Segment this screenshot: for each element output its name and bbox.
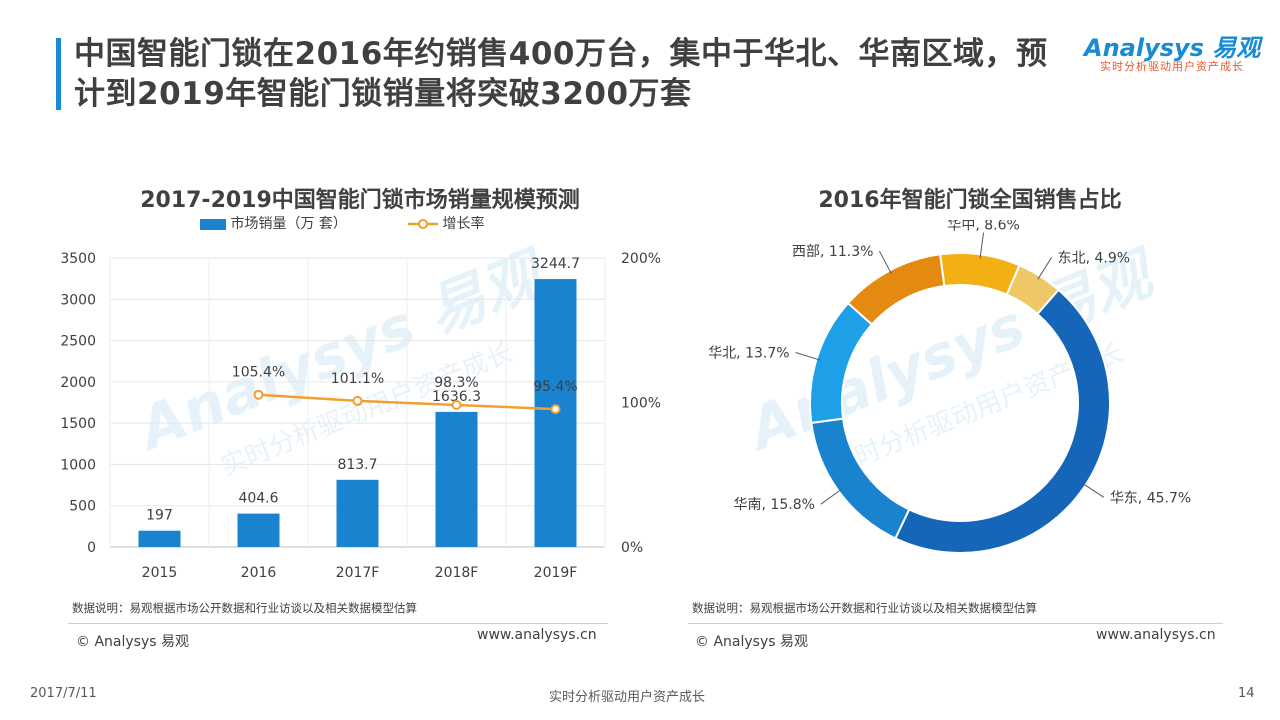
donut-leader-line xyxy=(1081,482,1105,498)
growth-value-label: 101.1% xyxy=(331,371,384,387)
donut-leader-line xyxy=(795,352,821,361)
footer-page-number: 14 xyxy=(1238,686,1255,701)
donut-leader-line xyxy=(1037,257,1053,280)
bar-chart: 0 500 1000 1500 2000 2500 3000 3500 0% 100% 200% 19… xyxy=(60,251,660,581)
growth-line xyxy=(258,393,556,411)
bar-value-label: 1636.3 xyxy=(432,389,481,405)
y-left-tick-label: 500 xyxy=(69,499,96,515)
left-data-note: 数据说明：易观根据市场公开数据和行业访谈以及相关数据模型估算 xyxy=(72,601,417,615)
y-right-tick-label: 100% xyxy=(621,396,660,412)
page-title: 中国智能门锁在2016年约销售400万台，集中于华北、华南区域，预计到2019年… xyxy=(74,36,1048,112)
legend-line-item: 增长率 xyxy=(408,213,484,233)
y-left-tick-label: 0 xyxy=(87,540,96,556)
y-right-tick-label: 200% xyxy=(621,251,660,267)
growth-point xyxy=(253,389,264,400)
bar xyxy=(336,479,379,547)
y-left-tick-label: 2000 xyxy=(60,375,96,391)
right-copyright: © Analysys 易观 xyxy=(695,634,808,650)
footer-slogan: 实时分析驱动用户资产成长 xyxy=(549,690,706,705)
y-right-tick-label: 0% xyxy=(621,540,643,556)
y-left-tick-label: 1000 xyxy=(60,457,96,473)
x-tick-label: 2018F xyxy=(435,565,479,581)
bar-value-label: 197 xyxy=(146,508,173,524)
right-data-note: 数据说明：易观根据市场公开数据和行业访谈以及相关数据模型估算 xyxy=(692,601,1037,615)
donut-slice-label: 华东, 45.7% xyxy=(1110,490,1191,506)
x-tick-label: 2017F xyxy=(336,565,380,581)
donut-leader-line xyxy=(878,250,893,275)
y-left-tick-label: 3500 xyxy=(60,251,96,267)
bar-value-label: 3244.7 xyxy=(531,256,580,272)
x-tick-label: 2016 xyxy=(241,565,277,581)
legend-bar-item: 市场销量（万 套） xyxy=(200,213,347,233)
growth-value-label: 105.4% xyxy=(232,365,285,381)
growth-value-label: 95.4% xyxy=(533,379,577,395)
donut-slice-label: 华中, 8.6% xyxy=(947,220,1019,234)
donut-slice xyxy=(846,253,946,326)
legend-line-label: 增长率 xyxy=(442,216,485,232)
y-left-tick-label: 3000 xyxy=(60,292,96,308)
right-url: www.analysys.cn xyxy=(1096,627,1216,643)
donut-slice xyxy=(809,301,874,424)
growth-point xyxy=(550,404,561,415)
donut-slice-label: 华南, 15.8% xyxy=(734,497,815,513)
donut-slice-label: 华北, 13.7% xyxy=(708,346,789,362)
logo-text: Analysys 易观 xyxy=(1084,34,1261,62)
left-copyright: © Analysys 易观 xyxy=(76,634,189,650)
growth-value-label: 98.3% xyxy=(434,375,478,391)
x-tick-label: 2015 xyxy=(142,565,178,581)
donut-slice xyxy=(1005,263,1060,316)
legend-bar-swatch xyxy=(200,218,226,230)
right-divider xyxy=(688,623,1223,624)
donut-slice xyxy=(939,252,1021,296)
bar-value-label: 404.6 xyxy=(238,491,278,507)
donut-chart-title: 2016年智能门锁全国销售占比 xyxy=(818,188,1122,213)
title-accent-bar xyxy=(56,38,61,110)
donut-chart: 华东, 45.7% 华南, 15.8% 华北, 13.7% 西部, 11.3% 华中, … xyxy=(708,220,1191,554)
logo-tagline: 实时分析驱动用户资产成长 xyxy=(1100,60,1244,73)
footer-date: 2017/7/11 xyxy=(30,686,97,701)
donut-slice xyxy=(810,417,911,540)
x-tick-label: 2019F xyxy=(534,565,578,581)
bar xyxy=(138,530,181,547)
bar xyxy=(237,513,280,547)
bar-chart-title: 2017-2019中国智能门锁市场销量规模预测 xyxy=(140,188,580,213)
left-divider xyxy=(68,623,608,624)
growth-point xyxy=(352,395,363,406)
legend-line-swatch xyxy=(408,219,438,229)
left-url: www.analysys.cn xyxy=(477,627,597,643)
y-left-tick-label: 2500 xyxy=(60,334,96,350)
legend-bar-label: 市场销量（万 套） xyxy=(230,216,347,232)
donut-slice xyxy=(894,288,1111,554)
donut-leader-line xyxy=(820,488,843,505)
bar-value-label: 813.7 xyxy=(337,457,377,473)
bar xyxy=(435,411,478,547)
donut-slice-label: 东北, 4.9% xyxy=(1058,250,1130,266)
donut-leader-line xyxy=(979,232,985,259)
growth-point xyxy=(451,399,462,410)
donut-slice-label: 西部, 11.3% xyxy=(792,244,873,260)
y-left-tick-label: 1500 xyxy=(60,416,96,432)
analysys-logo: Analysys 易观 实时分析驱动用户资产成长 xyxy=(1084,28,1260,76)
